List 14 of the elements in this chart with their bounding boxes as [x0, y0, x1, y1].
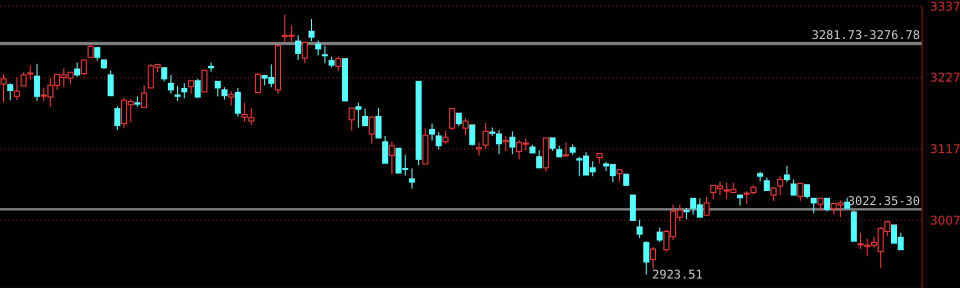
candlestick [777, 176, 784, 196]
candlestick [429, 123, 436, 141]
candlestick [408, 168, 415, 190]
y-tick-label: 3007 [930, 214, 960, 228]
band-label: 3281.73-3276.78 [812, 28, 920, 42]
annotation: 2923.51 [652, 268, 703, 282]
y-tick-label: 3227 [930, 70, 960, 85]
y-tick-label: 3337 [930, 0, 960, 14]
band-label: 3022.35-30 [848, 194, 920, 208]
candlestick [228, 90, 234, 106]
y-tick-label: 3117 [930, 142, 960, 156]
candlestick [322, 45, 328, 64]
candlestick [509, 130, 516, 155]
candlestick [295, 34, 302, 60]
